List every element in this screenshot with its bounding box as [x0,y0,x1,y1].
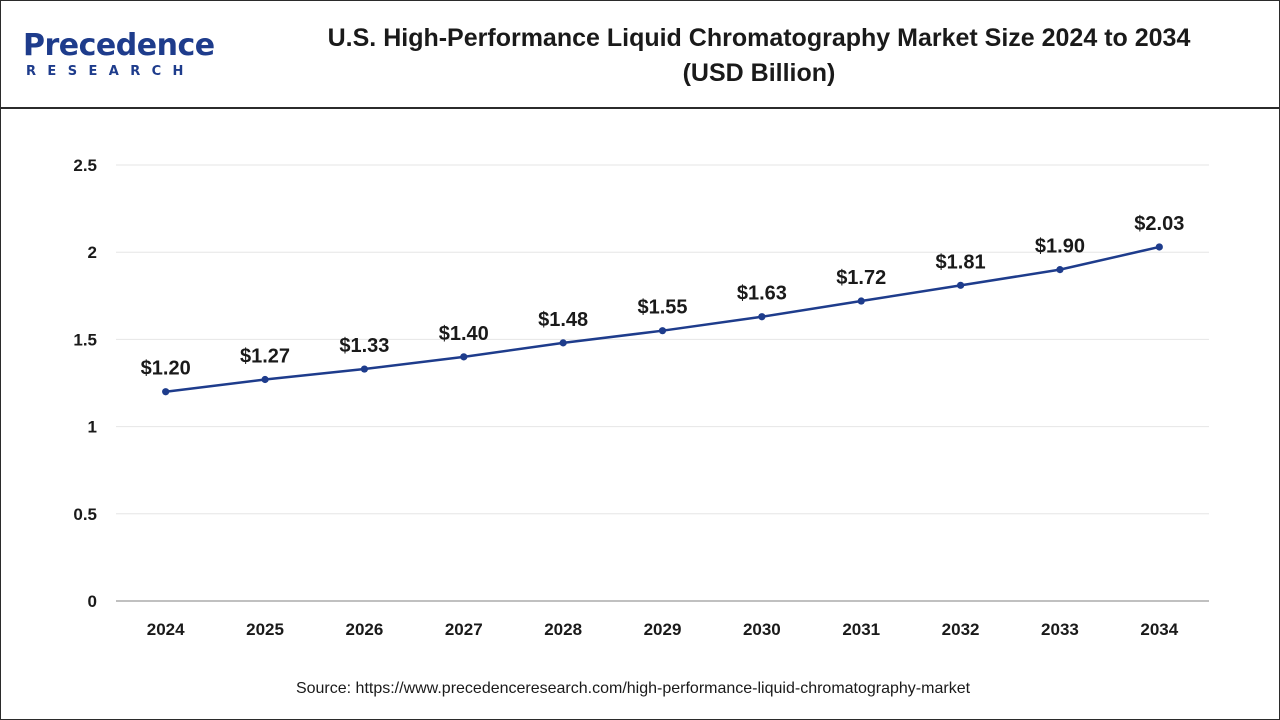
chart-title: U.S. High-Performance Liquid Chromatogra… [241,21,1277,91]
source-note: Source: https://www.precedenceresearch.c… [295,680,971,697]
data-label: $1.48 [538,309,588,331]
data-label: $1.20 [141,358,191,380]
data-label: $1.81 [936,251,986,273]
axes: 0 0.5 1 1.5 2 2.5 2024 2025 2026 2027 2028 2029 2030… [73,156,1209,639]
x-tick-label: 2030 [743,620,781,639]
data-label: $1.33 [339,335,389,357]
x-tick-label: 2033 [1041,620,1079,639]
series-line [164,245,1161,393]
logo-wordmark: Precedence [23,28,215,63]
data-label: $1.90 [1035,236,1085,258]
x-tick-label: 2024 [147,620,185,639]
data-point [857,297,865,305]
data-point [1056,266,1064,274]
gridlines [116,164,1209,515]
x-tick-label: 2032 [942,620,980,639]
y-tick-label: 2.5 [73,156,97,175]
logo-subtitle: RESEARCH [26,64,195,79]
data-label: $2.03 [1134,213,1184,235]
data-points [162,243,1163,396]
series-line-group [164,245,1161,393]
data-label: $1.63 [737,283,787,305]
x-tick-label: 2027 [445,620,483,639]
x-tick-label: 2034 [1140,620,1178,639]
data-point [261,375,269,384]
data-point [460,353,468,361]
data-point [360,365,369,373]
data-label: $1.72 [836,267,886,289]
x-tick-label: 2026 [345,620,383,639]
y-tick-label: 0.5 [73,505,97,524]
y-tick-label: 0 [88,592,97,611]
data-point [162,388,170,396]
data-labels: $1.20 $1.27 $1.33 $1.40 $1.48 $1.55 $1.63 $1.72… [141,213,1185,380]
data-point [956,281,965,289]
y-tick-label: 1 [88,418,97,437]
y-tick-label: 1.5 [73,330,97,349]
data-point [1155,243,1163,251]
x-tick-label: 2029 [644,620,682,639]
x-tick-label: 2025 [246,620,284,639]
header: Precedence RESEARCH U.S. High-Performanc… [1,1,1279,109]
x-tick-label: 2028 [544,620,582,639]
chart-title-line-1: U.S. High-Performance Liquid Chromatogra… [327,24,1191,52]
chart-title-line-2: (USD Billion) [682,59,836,87]
x-tick-label: 2031 [842,620,880,639]
data-point [658,327,667,335]
data-label: $1.55 [637,297,687,319]
y-tick-label: 2 [88,243,97,262]
data-point [758,313,766,321]
data-point [559,339,567,347]
precedence-research-logo: Precedence RESEARCH [23,28,215,85]
data-label: $1.40 [439,323,489,345]
data-label: $1.27 [240,346,290,368]
